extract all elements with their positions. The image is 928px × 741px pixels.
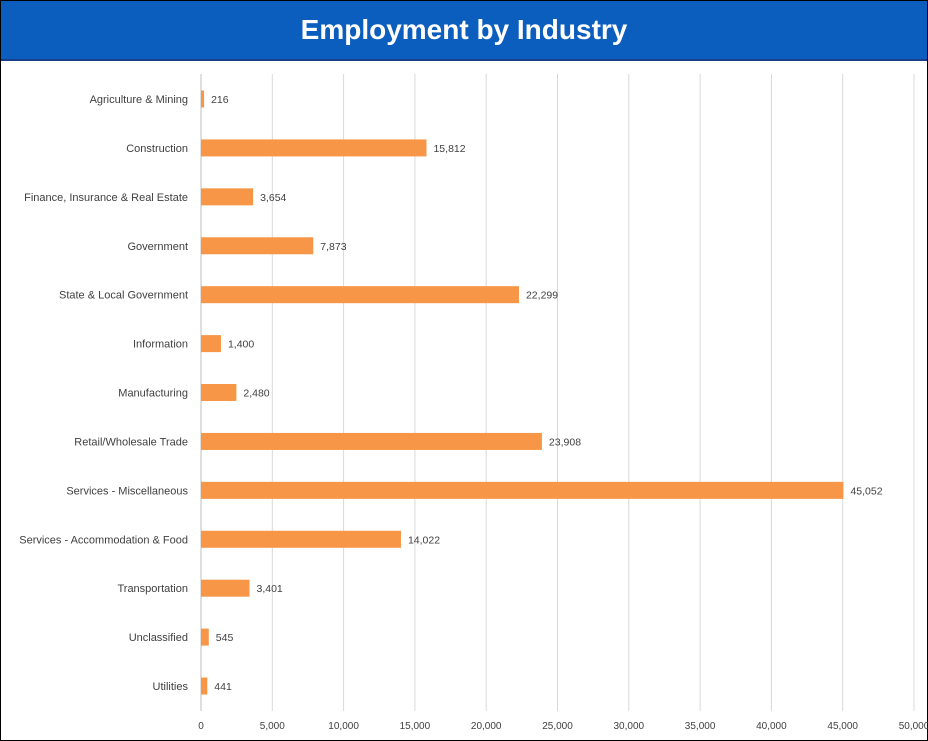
x-tick-label: 20,000 (471, 721, 502, 732)
x-tick-label: 45,000 (827, 721, 858, 732)
data-label: 7,873 (320, 241, 346, 253)
bar (201, 677, 208, 695)
data-label: 14,022 (408, 534, 440, 546)
category-label: Construction (126, 143, 188, 155)
bar (201, 90, 205, 108)
category-label: Services - Miscellaneous (66, 485, 188, 497)
bars (201, 90, 844, 695)
bar (201, 188, 254, 206)
bar (201, 628, 209, 646)
x-tick-label: 25,000 (542, 721, 573, 732)
category-label: Retail/Wholesale Trade (74, 436, 188, 448)
data-label: 45,052 (850, 485, 882, 497)
data-label: 441 (214, 681, 232, 693)
x-tick-label: 15,000 (400, 721, 431, 732)
bar (201, 530, 401, 548)
data-label: 2,480 (243, 388, 269, 400)
bar (201, 335, 221, 353)
x-axis-tick-labels: 0 5,000 10,000 15,000 20,000 25,000 30,000 35,0… (198, 721, 928, 732)
x-tick-label: 40,000 (756, 721, 787, 732)
data-label: 545 (216, 632, 234, 644)
category-label: Utilities (153, 681, 189, 693)
x-tick-label: 5,000 (260, 721, 285, 732)
data-label: 15,812 (433, 143, 465, 155)
x-tick-label: 30,000 (614, 721, 645, 732)
chart-title: Employment by Industry (300, 14, 628, 45)
bar (201, 384, 237, 402)
data-label: 23,908 (549, 436, 581, 448)
bar (201, 432, 542, 450)
category-label: Services - Accommodation & Food (19, 534, 188, 546)
category-label: Finance, Insurance & Real Estate (24, 192, 188, 204)
x-tick-label: 35,000 (685, 721, 716, 732)
data-labels: 216 15,812 3,654 7,873 22,299 1,400 2,480 23,90… (211, 94, 883, 693)
bar (201, 237, 314, 255)
category-label: Government (127, 241, 188, 253)
category-labels: Agriculture & Mining Construction Finance,… (19, 94, 188, 693)
category-label: Unclassified (129, 632, 188, 644)
category-label: Information (133, 339, 188, 351)
data-label: 22,299 (526, 290, 558, 302)
gridlines (200, 74, 915, 711)
category-label: Agriculture & Mining (90, 94, 188, 106)
x-tick-label: 0 (198, 721, 204, 732)
title-banner: Employment by Industry (1, 1, 927, 61)
bar (201, 579, 250, 597)
data-label: 3,401 (256, 583, 282, 595)
x-tick-label: 50,000 (899, 721, 928, 732)
bar (201, 481, 844, 499)
category-label: Transportation (117, 583, 188, 595)
category-label: State & Local Government (59, 290, 188, 302)
bar (201, 286, 519, 304)
bar (201, 139, 427, 157)
data-label: 1,400 (228, 339, 254, 351)
data-label: 3,654 (260, 192, 286, 204)
category-label: Manufacturing (118, 388, 188, 400)
data-label: 216 (211, 94, 229, 106)
x-tick-label: 10,000 (328, 721, 359, 732)
